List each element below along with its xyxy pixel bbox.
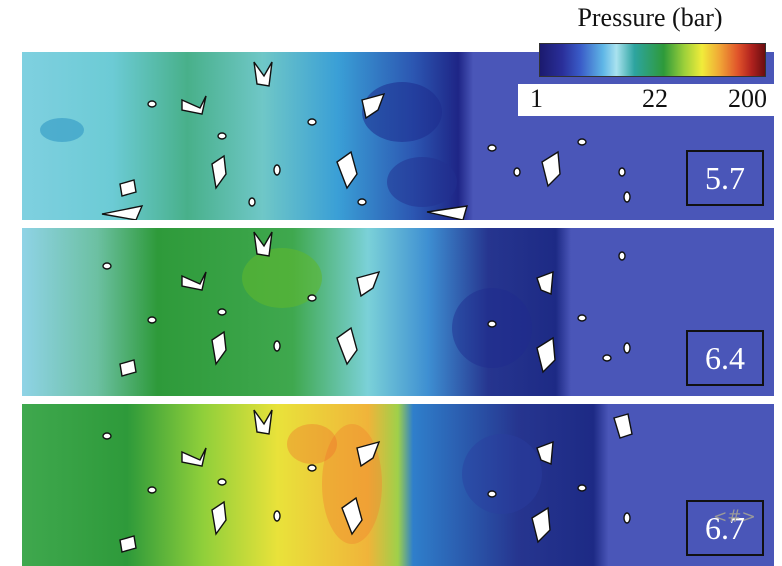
colorbar-tick-max: 200 — [728, 84, 767, 113]
colorbar-tick-mid: 22 — [642, 84, 668, 113]
time-label-box: 5.7 — [686, 150, 764, 206]
panel-time-5-7: 5.7 — [22, 52, 774, 220]
pressure-field-map — [22, 228, 774, 396]
colorbar — [539, 43, 766, 77]
time-label: 5.7 — [705, 159, 745, 196]
colorbar-tick-labels: 1 22 200 — [518, 84, 780, 116]
time-label: 6.4 — [705, 339, 745, 376]
time-label: 6.7 — [705, 509, 745, 546]
time-label-box: 6.7 — [686, 500, 764, 556]
panel-time-6-4: 6.4 — [22, 228, 774, 396]
panel-time-6-7: 6.7 — [22, 404, 774, 566]
colorbar-tick-min: 1 — [530, 84, 543, 113]
pressure-field-map — [22, 404, 774, 566]
watermark: <#> — [713, 507, 756, 527]
time-label-box: 6.4 — [686, 330, 764, 386]
colorbar-title: Pressure (bar) — [577, 3, 723, 32]
pressure-field-map — [22, 52, 774, 220]
